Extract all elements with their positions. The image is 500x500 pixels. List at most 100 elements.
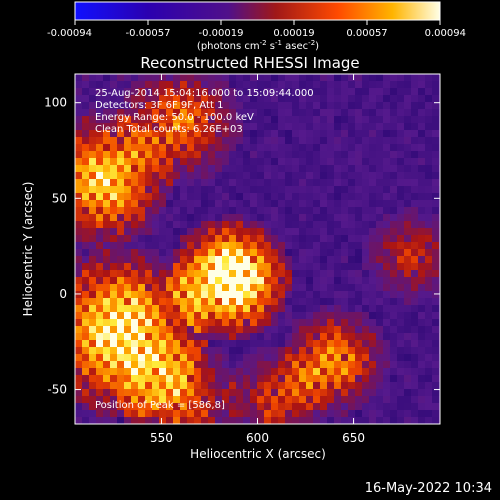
heatmap-cell xyxy=(355,144,362,151)
heatmap-cell xyxy=(173,256,180,263)
heatmap-cell xyxy=(159,319,166,326)
heatmap-cell xyxy=(166,235,173,242)
heatmap-cell xyxy=(418,193,425,200)
heatmap-cell xyxy=(110,298,117,305)
heatmap-cell xyxy=(145,298,152,305)
heatmap-cell xyxy=(96,249,103,256)
heatmap-cell xyxy=(201,242,208,249)
heatmap-cell xyxy=(145,410,152,417)
heatmap-cell xyxy=(229,382,236,389)
heatmap-cell xyxy=(152,417,159,424)
heatmap-cell xyxy=(257,382,264,389)
heatmap-cell xyxy=(327,396,334,403)
heatmap-cell xyxy=(243,172,250,179)
heatmap-cell xyxy=(145,284,152,291)
heatmap-cell xyxy=(320,172,327,179)
heatmap-cell xyxy=(390,368,397,375)
heatmap-cell xyxy=(390,249,397,256)
heatmap-cell xyxy=(362,354,369,361)
heatmap-cell xyxy=(411,151,418,158)
heatmap-cell xyxy=(376,256,383,263)
heatmap-cell xyxy=(334,375,341,382)
heatmap-cell xyxy=(376,88,383,95)
heatmap-cell xyxy=(215,382,222,389)
heatmap-cell xyxy=(425,389,432,396)
heatmap-cell xyxy=(124,235,131,242)
heatmap-cell xyxy=(432,326,439,333)
heatmap-cell xyxy=(201,340,208,347)
heatmap-cell xyxy=(138,242,145,249)
heatmap-cell xyxy=(201,81,208,88)
heatmap-cell xyxy=(215,221,222,228)
heatmap-cell xyxy=(362,410,369,417)
heatmap-cell xyxy=(152,74,159,81)
heatmap-cell xyxy=(320,137,327,144)
heatmap-cell xyxy=(383,270,390,277)
heatmap-cell xyxy=(355,354,362,361)
heatmap-cell xyxy=(397,270,404,277)
heatmap-cell xyxy=(418,347,425,354)
heatmap-cell xyxy=(362,193,369,200)
heatmap-cell xyxy=(173,144,180,151)
heatmap-cell xyxy=(320,130,327,137)
heatmap-cell xyxy=(425,200,432,207)
heatmap-cell xyxy=(369,291,376,298)
heatmap-cell xyxy=(131,158,138,165)
heatmap-cell xyxy=(194,319,201,326)
heatmap-cell xyxy=(110,200,117,207)
heatmap-cell xyxy=(334,298,341,305)
heatmap-cell xyxy=(306,214,313,221)
heatmap-cell xyxy=(271,235,278,242)
heatmap-cell xyxy=(432,137,439,144)
heatmap-cell xyxy=(285,144,292,151)
heatmap-cell xyxy=(89,291,96,298)
heatmap-cell xyxy=(145,277,152,284)
heatmap-cell xyxy=(117,165,124,172)
heatmap-cell xyxy=(117,347,124,354)
heatmap-cell xyxy=(404,109,411,116)
heatmap-cell xyxy=(299,375,306,382)
heatmap-cell xyxy=(397,109,404,116)
heatmap-cell xyxy=(369,179,376,186)
heatmap-cell xyxy=(369,172,376,179)
heatmap-cell xyxy=(397,158,404,165)
heatmap-cell xyxy=(327,123,334,130)
heatmap-cell xyxy=(229,130,236,137)
heatmap-cell xyxy=(376,284,383,291)
heatmap-cell xyxy=(397,123,404,130)
heatmap-cell xyxy=(250,214,257,221)
heatmap-cell xyxy=(411,221,418,228)
heatmap-cell xyxy=(355,235,362,242)
heatmap-cell xyxy=(236,179,243,186)
heatmap-cell xyxy=(138,312,145,319)
heatmap-cell xyxy=(306,256,313,263)
heatmap-cell xyxy=(131,375,138,382)
heatmap-cell xyxy=(264,74,271,81)
heatmap-cell xyxy=(103,333,110,340)
heatmap-cell xyxy=(432,403,439,410)
heatmap-cell xyxy=(320,193,327,200)
heatmap-cell xyxy=(432,130,439,137)
heatmap-cell xyxy=(334,354,341,361)
heatmap-cell xyxy=(348,193,355,200)
heatmap-cell xyxy=(82,298,89,305)
heatmap-cell xyxy=(383,81,390,88)
heatmap-cell xyxy=(313,200,320,207)
heatmap-cell xyxy=(404,165,411,172)
heatmap-cell xyxy=(75,214,82,221)
heatmap-cell xyxy=(124,270,131,277)
heatmap-cell xyxy=(89,221,96,228)
heatmap-cell xyxy=(166,263,173,270)
heatmap-cell xyxy=(292,158,299,165)
heatmap-cell xyxy=(306,333,313,340)
heatmap-cell xyxy=(362,123,369,130)
heatmap-cell xyxy=(250,249,257,256)
heatmap-cell xyxy=(334,193,341,200)
heatmap-cell xyxy=(327,221,334,228)
heatmap-cell xyxy=(278,291,285,298)
heatmap-cell xyxy=(432,242,439,249)
heatmap-cell xyxy=(313,123,320,130)
heatmap-cell xyxy=(152,319,159,326)
heatmap-cell xyxy=(355,228,362,235)
heatmap-cell xyxy=(166,186,173,193)
